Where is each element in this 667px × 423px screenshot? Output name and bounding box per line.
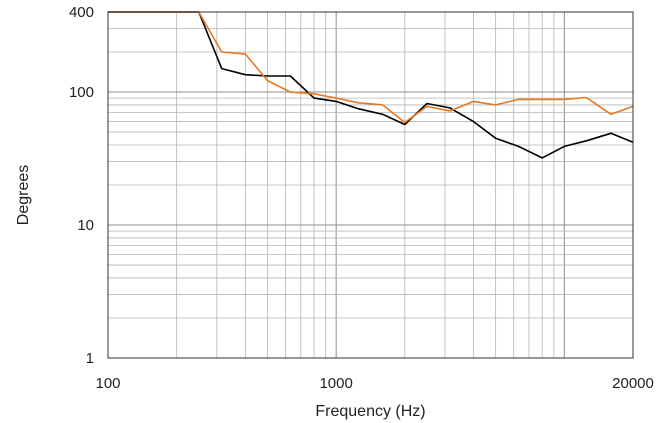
x-tick-label: 1000 bbox=[319, 375, 352, 392]
x-axis-title: Frequency (Hz) bbox=[315, 403, 425, 420]
x-tick-label: 20000 bbox=[612, 375, 654, 392]
grid bbox=[108, 12, 633, 358]
x-tick-label: 100 bbox=[95, 375, 120, 392]
x-tick-labels: 100 1000 20000 bbox=[95, 375, 653, 392]
y-tick-label: 10 bbox=[77, 217, 94, 234]
y-axis-title: Degrees bbox=[15, 165, 32, 225]
y-tick-label: 400 bbox=[69, 4, 94, 21]
y-tick-label: 1 bbox=[86, 350, 94, 367]
plot-frame bbox=[107, 11, 634, 359]
y-tick-label: 100 bbox=[69, 84, 94, 101]
y-tick-labels: 1 10 100 400 bbox=[69, 4, 94, 367]
